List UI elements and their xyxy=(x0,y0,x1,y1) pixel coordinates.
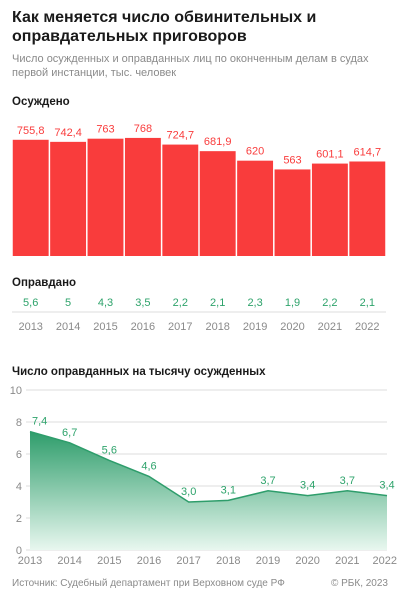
convicted-bar xyxy=(274,169,311,256)
convicted-bar xyxy=(162,144,199,256)
rate-value-label: 3,4 xyxy=(300,480,315,492)
convicted-bar xyxy=(124,137,161,256)
rate-value-label: 3,4 xyxy=(379,480,394,492)
rate-value-label: 5,6 xyxy=(102,444,117,456)
acquitted-year-label: 2015 xyxy=(93,321,117,333)
acquitted-values-row: 5,6 2013 5 2014 4,3 2015 3,5 2016 2,2 2017 2,1 2018… xyxy=(12,297,386,333)
y-tick-label: 10 xyxy=(10,385,22,397)
y-tick-label: 4 xyxy=(16,481,22,493)
convicted-bar xyxy=(349,161,386,256)
x-tick-label: 2018 xyxy=(216,555,240,567)
convicted-bar xyxy=(87,138,124,256)
y-tick-label: 6 xyxy=(16,449,22,461)
rate-value-label: 3,0 xyxy=(181,486,196,498)
x-tick-label: 2021 xyxy=(335,555,359,567)
acquitted-value-label: 3,5 xyxy=(135,297,150,309)
convicted-value-label: 563 xyxy=(283,154,301,166)
acquitted-value-label: 2,1 xyxy=(360,297,375,309)
convicted-value-label: 768 xyxy=(134,123,152,135)
x-tick-label: 2019 xyxy=(256,555,280,567)
acquitted-year-label: 2017 xyxy=(168,321,192,333)
acquitted-section-label: Оправдано xyxy=(12,277,77,289)
acquitted-year-label: 2022 xyxy=(355,321,379,333)
rate-value-label: 6,7 xyxy=(62,427,77,439)
acquitted-year-label: 2013 xyxy=(18,321,42,333)
acquitted-value-label: 4,3 xyxy=(98,297,113,309)
rate-section-label: Число оправданных на тысячу осужденных xyxy=(12,366,266,378)
x-tick-label: 2017 xyxy=(176,555,200,567)
y-tick-label: 2 xyxy=(16,513,22,525)
convicted-value-label: 763 xyxy=(96,124,114,136)
acquitted-value-label: 1,9 xyxy=(285,297,300,309)
convicted-value-label: 601,1 xyxy=(316,149,344,161)
convicted-value-label: 755,8 xyxy=(17,125,45,137)
acquitted-value-label: 2,3 xyxy=(247,297,262,309)
rate-value-label: 3,7 xyxy=(340,475,355,487)
rate-value-label: 7,4 xyxy=(32,416,47,428)
x-tick-label: 2013 xyxy=(18,555,42,567)
rate-line xyxy=(29,430,388,503)
convicted-bar xyxy=(237,160,274,256)
acquitted-year-label: 2020 xyxy=(280,321,304,333)
y-tick-label: 0 xyxy=(16,545,22,557)
acquitted-value-label: 2,2 xyxy=(322,297,337,309)
acquitted-value-label: 5,6 xyxy=(23,297,38,309)
x-tick-label: 2022 xyxy=(373,555,397,567)
acquitted-year-label: 2019 xyxy=(243,321,267,333)
rate-area-fill xyxy=(30,431,387,550)
acquitted-value-label: 5 xyxy=(65,297,71,309)
acquitted-value-label: 2,1 xyxy=(210,297,225,309)
convicted-value-label: 742,4 xyxy=(54,127,82,139)
convicted-value-label: 724,7 xyxy=(167,130,195,142)
y-tick-label: 8 xyxy=(16,417,22,429)
x-tick-label: 2015 xyxy=(97,555,121,567)
acquitted-year-label: 2018 xyxy=(205,321,229,333)
acquitted-year-label: 2016 xyxy=(131,321,155,333)
x-tick-label: 2014 xyxy=(57,555,81,567)
convicted-value-label: 681,9 xyxy=(204,136,232,148)
acquittal-rate-area-chart: 0 2 4 6 8 10 7,4 2013 6,7 2014 5,6 2015 4,6 2016 3,0 20… xyxy=(10,385,397,567)
convicted-bar xyxy=(12,139,49,256)
source-note: Источник: Судебный департамент при Верхо… xyxy=(12,578,285,589)
convicted-value-label: 614,7 xyxy=(354,146,382,158)
convicted-bar xyxy=(311,163,348,256)
acquitted-year-label: 2021 xyxy=(318,321,342,333)
page-title: Как меняется число обвинительных и оправ… xyxy=(12,9,317,45)
rate-value-label: 4,6 xyxy=(141,460,156,472)
rate-value-label: 3,1 xyxy=(221,484,236,496)
convicted-section-label: Осуждено xyxy=(12,96,70,108)
x-tick-label: 2020 xyxy=(295,555,319,567)
convicted-bar xyxy=(50,141,87,256)
acquitted-year-label: 2014 xyxy=(56,321,80,333)
convicted-bar-chart: 755,8 742,4 763 768 724,7 681,9 620 563 601,1 614… xyxy=(12,123,386,256)
copyright-note: © РБК, 2023 xyxy=(330,578,388,589)
page-subtitle: Число осужденных и оправданных лиц по ок… xyxy=(12,53,369,79)
convicted-value-label: 620 xyxy=(246,146,264,158)
convicted-bar xyxy=(199,151,236,256)
acquitted-value-label: 2,2 xyxy=(173,297,188,309)
x-tick-label: 2016 xyxy=(137,555,161,567)
rate-value-label: 3,7 xyxy=(260,475,275,487)
